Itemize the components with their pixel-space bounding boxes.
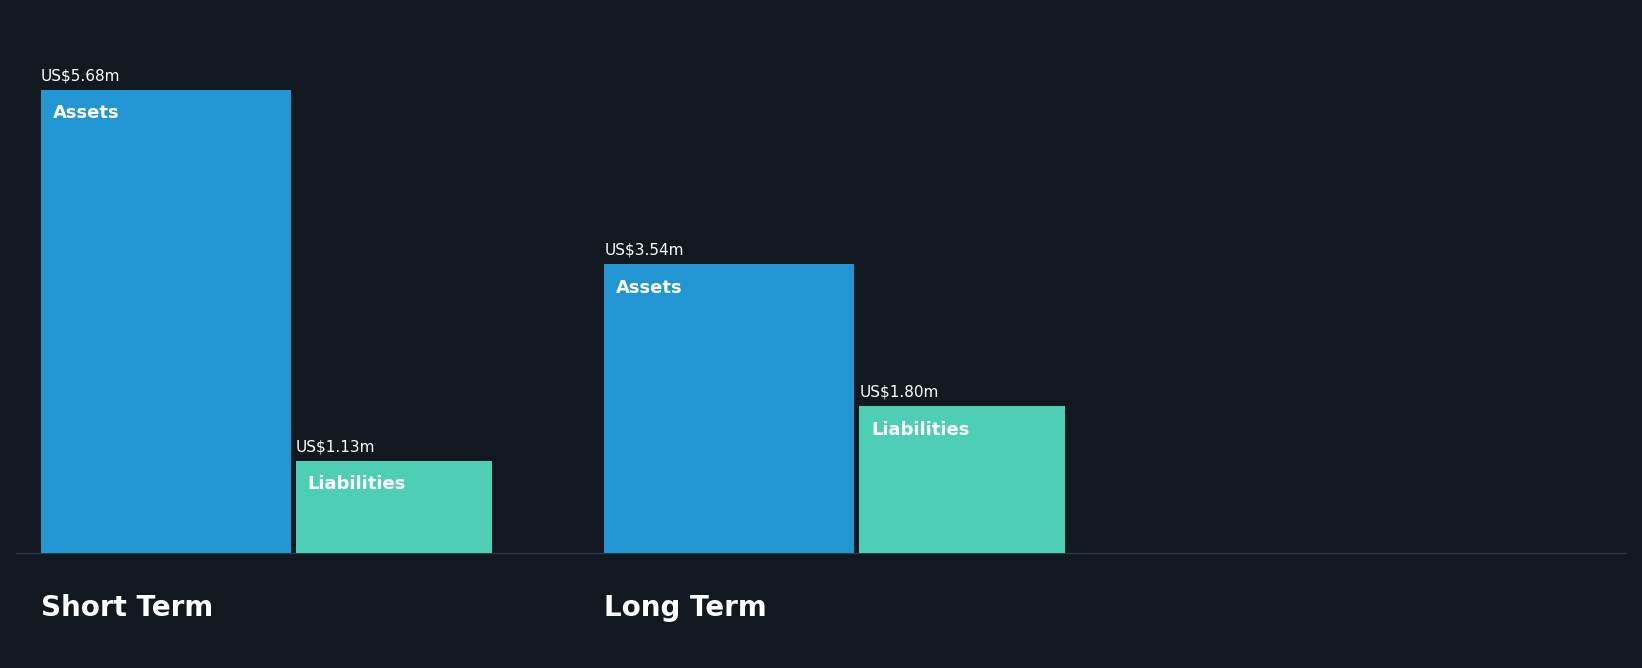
Text: Long Term: Long Term [604, 594, 767, 622]
Text: US$1.13m: US$1.13m [296, 440, 376, 454]
Text: Assets: Assets [616, 279, 683, 297]
Bar [296, 461, 491, 553]
Text: Liabilities: Liabilities [307, 476, 406, 494]
Text: Short Term: Short Term [41, 594, 213, 622]
Bar [604, 264, 854, 553]
Bar [859, 406, 1066, 553]
Text: Liabilities: Liabilities [870, 421, 969, 439]
Text: US$1.80m: US$1.80m [859, 385, 939, 399]
Text: Assets: Assets [53, 104, 120, 122]
Text: US$5.68m: US$5.68m [41, 68, 120, 83]
Bar [41, 90, 291, 553]
Text: US$3.54m: US$3.54m [604, 242, 685, 258]
